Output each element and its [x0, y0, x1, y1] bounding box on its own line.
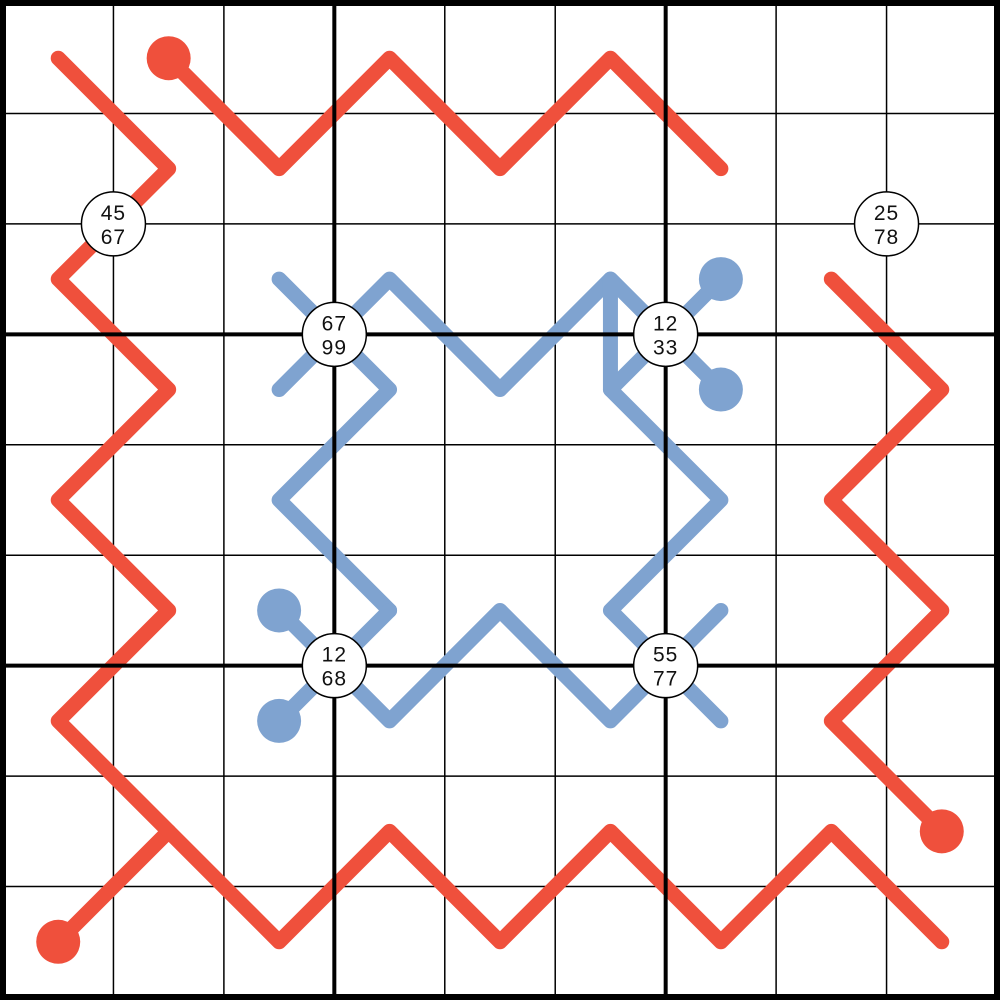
clue-top-digits: 12: [322, 644, 347, 667]
blue-line-top-right-bulb: [698, 257, 743, 302]
clue-circle: [301, 632, 368, 699]
clue-circle: [632, 632, 699, 699]
clue-top-digits: 55: [653, 644, 678, 667]
red-line-top-path: [161, 50, 729, 177]
clue-top-digits: 12: [653, 312, 678, 335]
clue-bottom-digits: 67: [101, 226, 126, 249]
clue-circle: [632, 301, 699, 368]
blue-line-right-bulb: [698, 367, 743, 412]
clue-bottom-digits: 99: [322, 336, 347, 359]
clue-top-digits: 25: [874, 202, 899, 225]
clue-bottom-digits: 33: [653, 336, 678, 359]
red-line-top: [146, 36, 729, 177]
clue-top-digits: 67: [322, 312, 347, 335]
red-line-right-path: [823, 271, 950, 839]
red-line-left-outer: [36, 823, 950, 964]
red-line-left-inner: [50, 50, 177, 839]
blue-line-bottom-left-bulb: [257, 588, 302, 633]
red-line-left-outer-bulb: [36, 919, 81, 964]
blue-line-bottom-left-stub-bulb: [257, 698, 302, 743]
clue-bottom-digits: 68: [322, 668, 347, 691]
red-line-left-outer-path: [50, 823, 950, 950]
clue-bottom-digits: 77: [653, 668, 678, 691]
clue-circle: [853, 191, 920, 257]
red-line-left-inner-path: [50, 50, 177, 839]
red-line-top-bulb: [146, 36, 191, 81]
clue-bottom-digits: 78: [874, 226, 899, 249]
clue-top-digits: 45: [101, 202, 126, 225]
red-line-right: [823, 271, 964, 854]
red-line-right-bulb: [919, 809, 964, 854]
clue-circle: [80, 191, 147, 257]
thin-grid-lines: [3, 3, 997, 997]
clue-circle: [301, 301, 368, 368]
